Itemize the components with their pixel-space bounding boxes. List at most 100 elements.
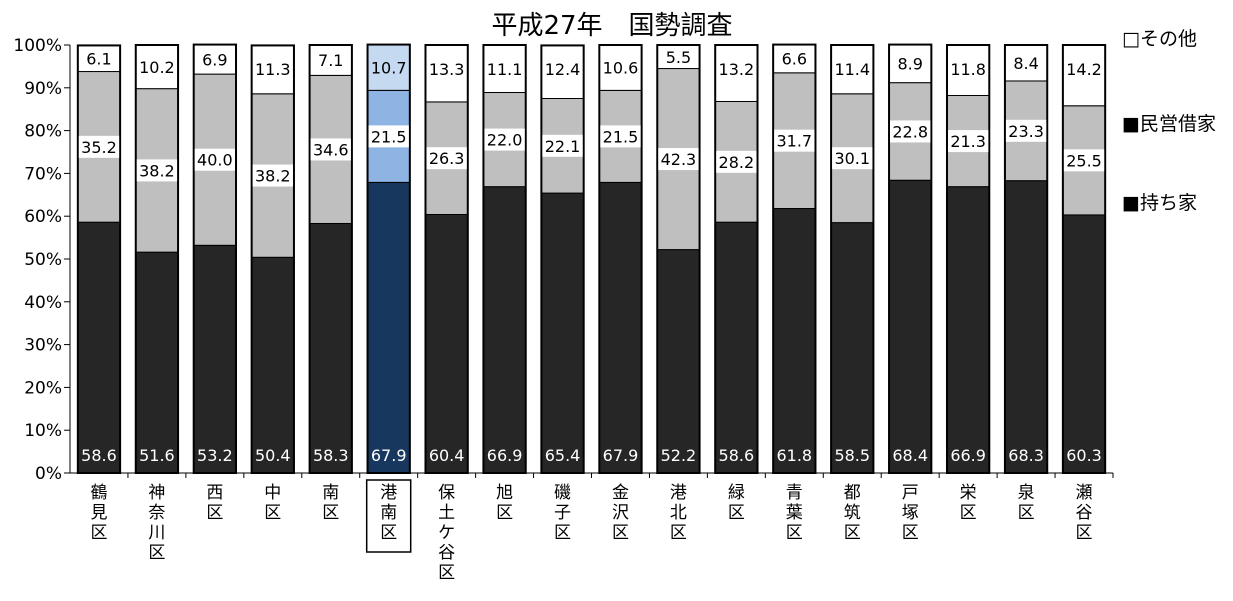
bar-segment-owner-occupied xyxy=(1062,214,1106,474)
bar-segment-other xyxy=(482,44,527,94)
data-label-other: 13.2 xyxy=(719,60,755,79)
data-label-owner-occupied: 67.9 xyxy=(371,446,407,465)
x-tick-char: 区 xyxy=(960,503,977,523)
legend-item-owner-occupied: ■持ち家 xyxy=(1122,192,1197,214)
bar-segment-owner-occupied xyxy=(946,186,990,474)
data-label-owner-occupied: 68.4 xyxy=(892,446,928,465)
y-axis: 0% 10% 20% 30% 40% 50% 60% 70% 80% 90% 100% xyxy=(13,36,71,484)
data-label-bg xyxy=(947,130,989,153)
x-tick-char: 区 xyxy=(554,523,571,543)
data-label-private-rental: 38.2 xyxy=(255,167,291,186)
y-tick-label: 30% xyxy=(24,336,62,356)
y-tick-label: 10% xyxy=(24,421,62,441)
bar-segment-owner-occupied xyxy=(424,213,469,474)
x-tick-char: 緑 xyxy=(728,483,745,503)
bar-segment-owner-occupied xyxy=(656,249,701,474)
x-tick-char: 子 xyxy=(554,503,571,523)
bar-segment-owner-occupied xyxy=(482,186,527,474)
x-tick-char: 区 xyxy=(380,523,397,543)
x-tick-char: 区 xyxy=(496,503,513,523)
x-tick-char: 西 xyxy=(206,483,223,503)
x-tick-char: 戸 xyxy=(902,483,919,503)
x-tick-char: 区 xyxy=(902,523,919,543)
bar-segment-owner-occupied xyxy=(540,192,585,474)
x-tick-label: 旭区旭区 xyxy=(496,483,513,523)
x-tick-label: 南区南区 xyxy=(322,483,339,523)
x-tick-char: 区 xyxy=(844,523,861,543)
x-tick-char: 区 xyxy=(148,543,165,563)
x-tick-char: 沢 xyxy=(612,503,629,523)
x-tick-label: 戸塚区戸塚区 xyxy=(902,483,919,543)
highlight-box xyxy=(365,479,412,553)
data-label-owner-occupied: 60.3 xyxy=(1066,446,1102,465)
data-label-other: 10.6 xyxy=(603,59,639,78)
x-tick-char: 青 xyxy=(786,483,803,503)
bar-segment-other xyxy=(424,44,469,103)
x-tick-label: 港南区港南区 xyxy=(380,483,397,543)
data-label-bg xyxy=(832,147,873,170)
x-tick-char: 見 xyxy=(90,503,107,523)
data-label-private-rental: 28.2 xyxy=(719,153,755,172)
data-label-owner-occupied: 58.3 xyxy=(313,446,349,465)
x-tick-char: 筑 xyxy=(844,503,861,523)
bar-segment-other xyxy=(309,44,353,76)
y-tick-label: 40% xyxy=(24,293,62,313)
x-tick-char: 区 xyxy=(612,523,629,543)
bar-segment-owner-occupied xyxy=(888,179,932,474)
x-tick-char: 区 xyxy=(322,503,339,523)
data-label-owner-occupied: 53.2 xyxy=(197,446,233,465)
x-tick-label: 泉区泉区 xyxy=(1018,483,1035,523)
bar-segment-owner-occupied xyxy=(1004,180,1048,474)
y-tick-label: 80% xyxy=(24,122,62,142)
x-tick-char: 谷 xyxy=(1076,503,1093,523)
x-tick-char: 区 xyxy=(264,503,281,523)
bar-segment-other xyxy=(598,44,643,91)
data-label-private-rental: 42.3 xyxy=(661,150,697,169)
data-label-private-rental: 23.3 xyxy=(1008,122,1044,141)
data-label-bg xyxy=(194,148,236,171)
x-tick-char: 北 xyxy=(670,503,687,523)
data-label-bg xyxy=(1005,119,1047,142)
x-tick-label: 中区中区 xyxy=(264,483,281,523)
x-tick-char: 旭 xyxy=(496,483,513,503)
bar-segment-other xyxy=(830,44,874,95)
legend: □その他 ■民営借家 ■持ち家 xyxy=(1122,28,1216,214)
x-tick-char: 瀬 xyxy=(1076,483,1093,503)
bar-segment-owner-occupied xyxy=(772,207,816,474)
data-label-bg xyxy=(78,135,120,158)
data-label-other: 6.9 xyxy=(202,50,227,69)
x-tick-char: 区 xyxy=(206,503,223,523)
y-tick-label: 100% xyxy=(13,36,62,56)
data-label-private-rental: 34.6 xyxy=(313,140,349,159)
data-label-owner-occupied: 58.6 xyxy=(719,446,755,465)
bar-segment-other xyxy=(135,44,179,90)
x-tick-char: 南 xyxy=(322,483,339,503)
y-tick-label: 70% xyxy=(24,164,62,184)
data-label-owner-occupied: 58.5 xyxy=(834,446,870,465)
bar-segment-owner-occupied xyxy=(598,181,643,474)
bar-segment-owner-occupied xyxy=(367,181,411,474)
data-label-private-rental: 21.3 xyxy=(950,132,986,151)
bars: 58.6 35.2 6.1 51.6 38.2 10.2 53.2 40.0 6.9 50.4 38… xyxy=(76,43,1107,475)
data-label-bg xyxy=(484,128,525,151)
bar-segment-owner-occupied xyxy=(77,221,121,474)
data-label-other: 7.1 xyxy=(318,51,343,70)
x-tick-char: 奈 xyxy=(148,503,165,523)
data-label-owner-occupied: 60.4 xyxy=(429,446,465,465)
data-label-bg xyxy=(1063,149,1105,172)
data-label-private-rental: 22.8 xyxy=(892,122,928,141)
x-tick-label: 保土ケ谷区保土ケ谷区 xyxy=(438,483,455,583)
data-label-owner-occupied: 51.6 xyxy=(139,446,175,465)
x-tick-label: 金沢区金沢区 xyxy=(612,483,629,543)
data-label-private-rental: 38.2 xyxy=(139,161,175,180)
x-tick-char: 区 xyxy=(1018,503,1035,523)
data-label-owner-occupied: 66.9 xyxy=(950,446,986,465)
data-label-private-rental: 22.1 xyxy=(545,137,581,156)
data-label-other: 10.2 xyxy=(139,58,175,77)
data-label-other: 11.4 xyxy=(834,60,870,79)
data-label-bg xyxy=(310,138,351,161)
x-tick-char: 磯 xyxy=(554,483,571,503)
x-tick-char: 川 xyxy=(148,523,165,543)
data-label-owner-occupied: 67.9 xyxy=(603,446,639,465)
